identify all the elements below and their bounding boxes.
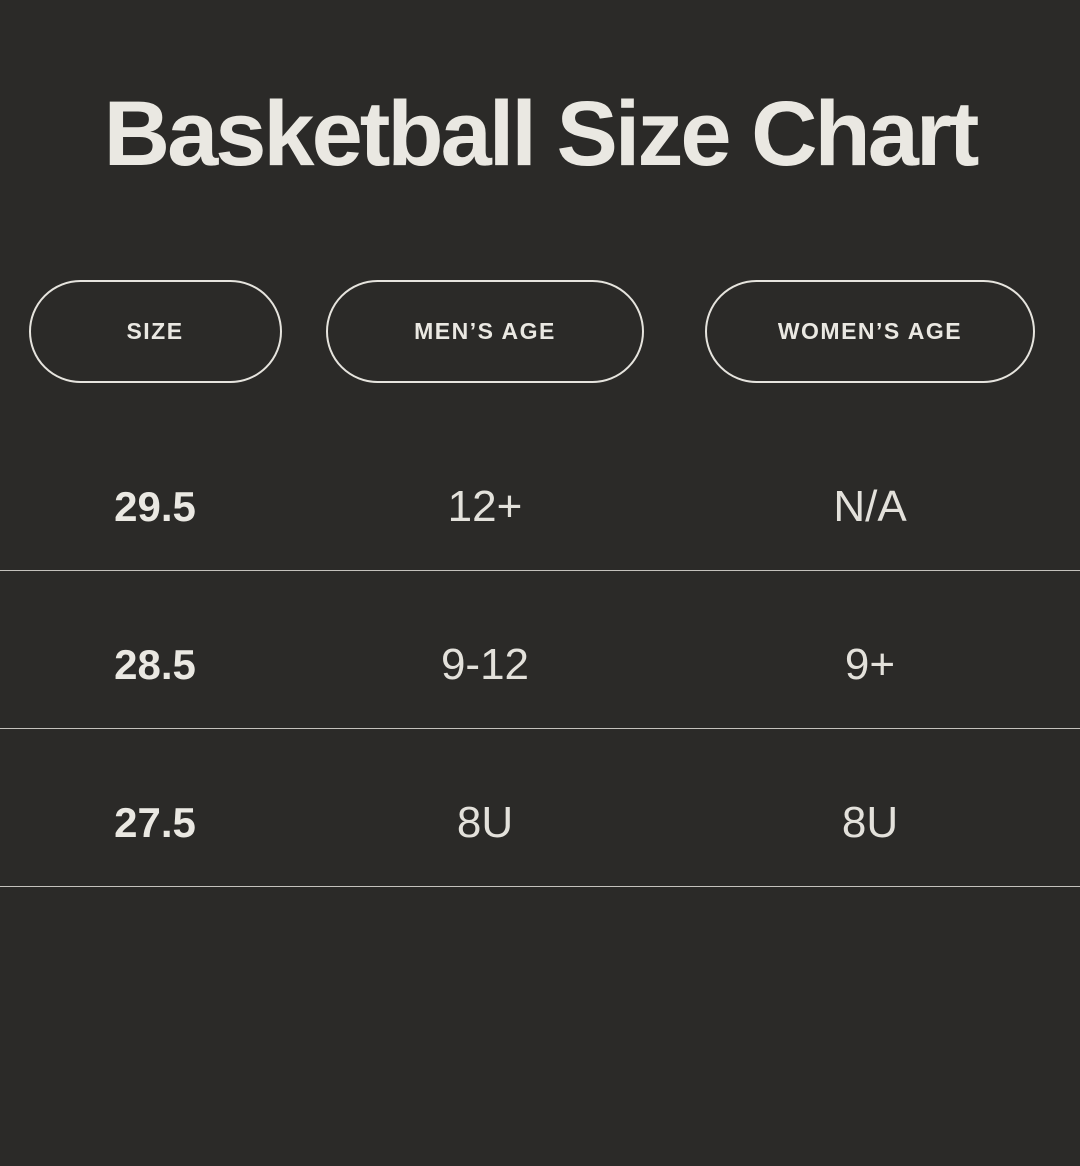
cell-size: 27.5 — [114, 799, 196, 847]
table-row: 29.5 12+ N/A — [0, 413, 1080, 571]
basketball-size-chart: Basketball Size Chart SIZE MEN’S AGE WOM… — [0, 83, 1080, 1166]
cell-mens-age: 8U — [456, 798, 514, 848]
table-row: 27.5 8U 8U — [0, 729, 1080, 887]
cell-womens-age: N/A — [833, 482, 907, 532]
column-header-pill-size: SIZE — [28, 279, 282, 383]
column-header-pill-womens-age: WOMEN’S AGE — [705, 279, 1035, 383]
cell-womens-age: 8U — [841, 798, 899, 848]
header-col-size: SIZE — [0, 279, 310, 383]
cell-mens-age: 12+ — [447, 482, 523, 532]
header-col-mens-age: MEN’S AGE — [310, 279, 660, 383]
column-header-label-womens-age: WOMEN’S AGE — [777, 317, 963, 344]
cell-size: 29.5 — [114, 483, 196, 531]
column-header-label-size: SIZE — [126, 317, 184, 344]
cell-womens-age: 9+ — [844, 640, 896, 690]
cell-size: 28.5 — [114, 641, 196, 689]
column-header-label-mens-age: MEN’S AGE — [414, 317, 556, 344]
table-header: SIZE MEN’S AGE WOMEN’S AGE — [0, 279, 1080, 383]
header-col-womens-age: WOMEN’S AGE — [660, 279, 1080, 383]
table-row: 28.5 9-12 9+ — [0, 571, 1080, 729]
cell-mens-age: 9-12 — [440, 640, 530, 690]
page-title: Basketball Size Chart — [103, 83, 980, 185]
table-body: 29.5 12+ N/A 28.5 9-12 9+ 27.5 8U 8U — [0, 413, 1080, 887]
column-header-pill-mens-age: MEN’S AGE — [326, 279, 644, 383]
